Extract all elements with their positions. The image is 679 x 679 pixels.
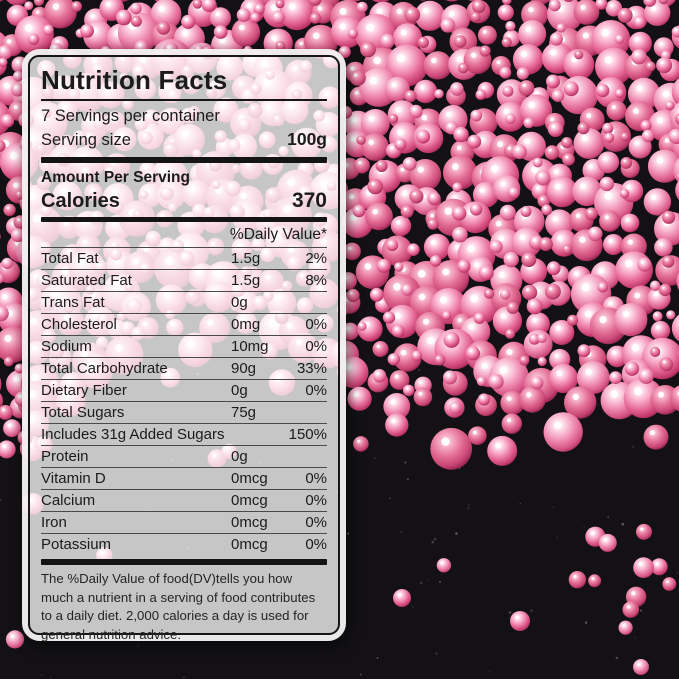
calories-value: 370 bbox=[291, 189, 327, 212]
nutrient-amount: 0g bbox=[231, 382, 248, 399]
nutrient-daily-value: 2% bbox=[305, 250, 327, 267]
nutrient-amount: 1.5g bbox=[231, 272, 261, 289]
serving-size-value: 100g bbox=[287, 129, 327, 149]
nutrient-amount: 0g bbox=[231, 294, 248, 311]
nutrient-amount: 75g bbox=[231, 404, 257, 421]
nutrient-row: Saturated Fat 1.5g 8% bbox=[41, 269, 327, 291]
nutrient-daily-value: 33% bbox=[296, 360, 327, 377]
nutrient-name: Potassium bbox=[41, 536, 112, 553]
nutrient-name: Sodium bbox=[41, 338, 92, 355]
calories-label: Calories bbox=[41, 190, 120, 212]
nutrient-name: Dietary Fiber bbox=[41, 382, 127, 399]
nutrient-amount: 0mcg bbox=[231, 536, 268, 553]
daily-value-header: %Daily Value* bbox=[229, 226, 327, 243]
nutrient-name: Total Sugars bbox=[41, 404, 125, 421]
nutrient-row: Potassium 0mcg 0% bbox=[41, 533, 327, 555]
nutrient-name: Protein bbox=[41, 448, 89, 465]
nutrient-row: Total Carbohydrate 90g 33% bbox=[41, 357, 327, 379]
label-title: Nutrition Facts bbox=[41, 65, 228, 95]
nutrient-row: Total Sugars 75g bbox=[41, 401, 327, 423]
nutrient-daily-value: 0% bbox=[305, 338, 327, 355]
nutrient-name: Calcium bbox=[41, 492, 96, 509]
nutrient-amount: 1.5g bbox=[231, 250, 261, 267]
serving-size-row: Serving size 100g bbox=[41, 128, 327, 152]
nutrient-daily-value: 0% bbox=[305, 492, 327, 509]
nutrient-row: Vitamin D 0mcg 0% bbox=[41, 467, 327, 489]
nutrient-daily-value: 0% bbox=[305, 316, 327, 333]
divider-thick bbox=[41, 157, 327, 163]
nutrient-name: Trans Fat bbox=[41, 294, 105, 311]
nutrient-name: Iron bbox=[41, 514, 67, 531]
nutrient-row: Protein 0g bbox=[41, 445, 327, 467]
amount-per-serving-heading: Amount Per Serving bbox=[41, 169, 190, 186]
nutrient-daily-value: 150% bbox=[288, 426, 327, 443]
nutrient-daily-value: 0% bbox=[305, 470, 327, 487]
nutrient-row: Cholesterol 0mg 0% bbox=[41, 313, 327, 335]
nutrient-name: Total Carbohydrate bbox=[41, 360, 168, 377]
nutrient-row: Iron 0mcg 0% bbox=[41, 511, 327, 533]
servings-per-container: 7 Servings per container bbox=[41, 107, 220, 125]
divider-thin bbox=[41, 99, 327, 101]
nutrient-row: Calcium 0mcg 0% bbox=[41, 489, 327, 511]
footnote: The %Daily Value of food(DV)tells you ho… bbox=[41, 571, 316, 642]
nutrient-name: Vitamin D bbox=[41, 470, 106, 487]
nutrient-row: Total Fat 1.5g 2% bbox=[41, 247, 327, 269]
nutrition-label: Nutrition Facts 7 Servings per container… bbox=[22, 49, 346, 642]
nutrient-amount: 0mcg bbox=[231, 492, 268, 509]
nutrient-amount: 0mcg bbox=[231, 470, 268, 487]
nutrient-amount: 10mg bbox=[231, 338, 269, 355]
nutrient-row: Dietary Fiber 0g 0% bbox=[41, 379, 327, 401]
nutrient-daily-value: 0% bbox=[305, 514, 327, 531]
divider-thick bbox=[41, 559, 327, 565]
nutrient-daily-value: 0% bbox=[305, 536, 327, 553]
nutrient-name: Includes 31g Added Sugars bbox=[41, 426, 225, 443]
nutrient-row: Trans Fat 0g bbox=[41, 291, 327, 313]
calories-row: Calories 370 bbox=[41, 188, 327, 214]
nutrition-label-inner: Nutrition Facts 7 Servings per container… bbox=[28, 55, 340, 642]
nutrient-name: Total Fat bbox=[41, 250, 99, 267]
serving-size-label: Serving size bbox=[41, 131, 131, 149]
nutrient-name: Saturated Fat bbox=[41, 272, 132, 289]
nutrient-daily-value: 8% bbox=[305, 272, 327, 289]
nutrient-amount: 0g bbox=[231, 448, 248, 465]
nutrient-amount: 0mcg bbox=[231, 514, 268, 531]
nutrient-row: Includes 31g Added Sugars 150% bbox=[41, 423, 327, 445]
nutrient-amount: 0mg bbox=[231, 316, 261, 333]
nutrient-row: Sodium 10mg 0% bbox=[41, 335, 327, 357]
nutrient-name: Cholesterol bbox=[41, 316, 117, 333]
divider-thick bbox=[41, 217, 327, 222]
nutrient-daily-value: 0% bbox=[305, 382, 327, 399]
nutrient-rows: Total Fat 1.5g 2% Saturated Fat 1.5g 8% … bbox=[41, 247, 327, 555]
nutrient-amount: 90g bbox=[231, 360, 257, 377]
